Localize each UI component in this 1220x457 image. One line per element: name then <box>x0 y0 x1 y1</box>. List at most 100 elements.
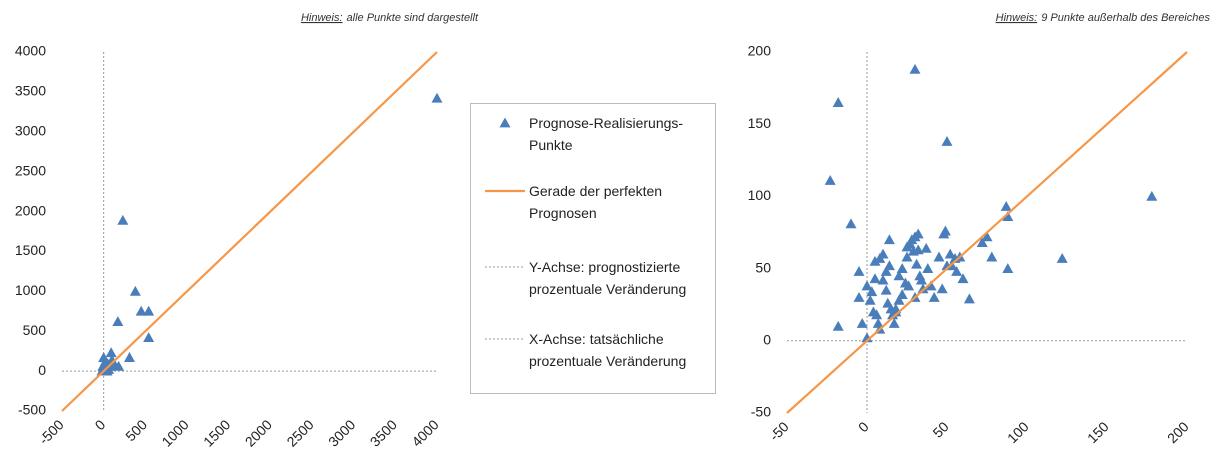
x-tick-label: -50 <box>766 418 792 444</box>
y-tick-label: 0 <box>38 362 46 378</box>
point <box>869 255 881 266</box>
point <box>124 352 135 362</box>
point <box>832 97 844 107</box>
x-tick-label: -500 <box>36 416 67 447</box>
y-tick-label: 200 <box>748 43 772 59</box>
legend-icon <box>485 189 525 193</box>
y-tick-label: 1000 <box>15 282 46 298</box>
point <box>901 251 913 262</box>
y-tick-label: -50 <box>751 404 771 420</box>
x-tick-label: 50 <box>929 418 951 440</box>
point <box>925 280 937 291</box>
point <box>928 291 940 302</box>
point <box>112 316 124 327</box>
legend-text: Prognose-Realisierungs-Punkte <box>529 115 684 153</box>
point <box>888 317 900 328</box>
point <box>431 92 443 103</box>
point <box>883 234 895 245</box>
point <box>872 317 884 328</box>
point <box>853 291 865 302</box>
point <box>893 294 905 305</box>
point <box>1002 263 1014 273</box>
y-tick-label: 1500 <box>15 242 46 258</box>
point <box>915 274 927 285</box>
legend-marker <box>499 117 511 128</box>
legend-text: X-Achse: tatsächliche prozentuale Veränd… <box>529 331 687 369</box>
point <box>917 283 929 294</box>
point <box>845 218 857 229</box>
note: Hinweis: 9 Punkte außerhalb des Bereiches <box>996 12 1211 24</box>
note-label: Hinweis: <box>996 12 1038 24</box>
point <box>936 283 948 294</box>
point <box>135 305 147 316</box>
perfect-line <box>61 51 438 412</box>
point <box>105 347 117 358</box>
point <box>1000 201 1012 211</box>
point <box>143 305 155 316</box>
point <box>951 265 963 276</box>
x-tick-label: 500 <box>122 416 150 444</box>
x-tick-label: 2000 <box>242 416 275 449</box>
legend-item: Y-Achse: prognostizierte prozentuale Ver… <box>471 256 709 300</box>
point <box>129 285 141 296</box>
point <box>117 214 129 225</box>
y-tick-label: 3000 <box>15 122 46 138</box>
legend-icon <box>485 266 525 268</box>
legend: Prognose-Realisierungs-Punkte Gerade der … <box>470 103 716 394</box>
point <box>896 289 908 299</box>
x-tick-label: 1500 <box>200 416 233 449</box>
y-tick-label: 50 <box>755 259 771 275</box>
legend-icon <box>499 117 511 128</box>
x-tick-label: 200 <box>1164 418 1192 446</box>
point <box>909 63 921 74</box>
x-tick-label: 4000 <box>408 416 441 449</box>
point <box>912 228 924 239</box>
point <box>911 258 923 269</box>
point <box>933 251 945 262</box>
point <box>871 309 883 320</box>
x-tick-label: 1000 <box>158 416 191 449</box>
note-text: 9 Punkte außerhalb des Bereiches <box>1041 12 1210 24</box>
point <box>941 136 953 146</box>
point <box>1146 190 1158 201</box>
y-tick-label: 3500 <box>15 83 46 99</box>
y-tick-label: 100 <box>748 187 772 203</box>
point <box>866 286 878 297</box>
y-tick-label: 4000 <box>15 43 46 59</box>
point <box>922 263 934 273</box>
point <box>883 260 895 271</box>
point <box>912 244 924 255</box>
y-tick-label: 2500 <box>15 162 46 178</box>
x-tick-label: 3500 <box>367 416 400 449</box>
point <box>853 265 865 276</box>
note-text: alle Punkte sind dargestellt <box>347 12 479 24</box>
point <box>877 248 889 259</box>
point <box>896 263 908 273</box>
point <box>861 280 873 291</box>
legend-text: Gerade der perfekten Prognosen <box>529 183 663 221</box>
point <box>869 273 881 284</box>
legend-item: X-Achse: tatsächliche prozentuale Veränd… <box>471 328 709 372</box>
point <box>824 175 836 185</box>
x-tick-label: 2500 <box>283 416 316 449</box>
point <box>903 280 915 291</box>
point <box>880 265 892 276</box>
x-tick-label: 100 <box>1004 418 1032 446</box>
y-tick-label: 2000 <box>15 202 46 218</box>
point <box>893 270 905 281</box>
point <box>861 332 873 343</box>
point <box>920 242 932 253</box>
legend-item: Gerade der perfekten Prognosen <box>471 180 709 224</box>
point <box>113 360 125 371</box>
note: Hinweis: alle Punkte sind dargestellt <box>301 12 479 24</box>
point <box>1056 252 1068 263</box>
legend-text: Y-Achse: prognostizierte prozentuale Ver… <box>529 259 687 297</box>
point <box>957 273 969 284</box>
point <box>864 294 876 305</box>
point <box>832 320 844 331</box>
point <box>856 317 868 328</box>
point <box>981 231 993 242</box>
point <box>939 225 951 236</box>
point <box>1002 211 1014 222</box>
